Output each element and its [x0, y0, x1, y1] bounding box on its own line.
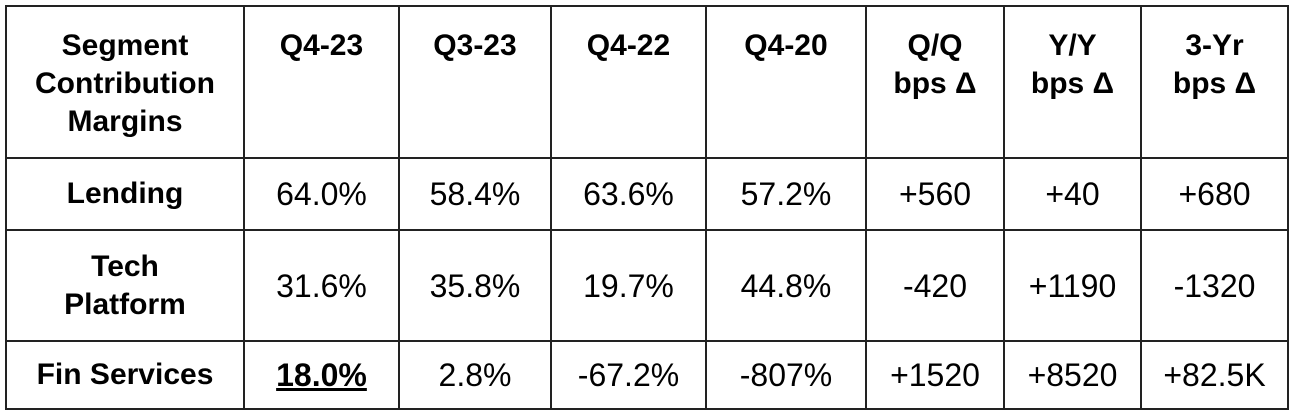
data-cell: 64.0% — [243, 157, 400, 231]
cell-text: +40 — [1045, 176, 1100, 212]
row-label-text: Tech — [91, 249, 159, 283]
table-body: Segment Contribution Margins Q4-23 Q3-23 Q4-2… — [5, 5, 1289, 410]
cell-text: -420 — [902, 267, 968, 304]
data-cell: +1520 — [865, 340, 1005, 410]
cell-text: +1190 — [1028, 267, 1117, 304]
cell-text: +560 — [898, 176, 972, 212]
cell-text: 44.8% — [740, 267, 832, 304]
header-cell: Segment Contribution Margins — [5, 5, 245, 159]
cell-text: 31.6% — [276, 267, 367, 304]
data-cell: +680 — [1140, 157, 1289, 231]
header-cell: Q4-20 — [705, 5, 867, 159]
row-label-text: Lending — [66, 177, 184, 210]
data-cell: 19.7% — [550, 229, 707, 342]
header-row: Segment Contribution Margins Q4-23 Q3-23 Q4-2… — [5, 5, 1289, 159]
data-row: Lending 64.0% 58.4% 63.6% 57.2% +560 +40 +680 — [5, 157, 1289, 231]
cell-text: -67.2% — [577, 357, 680, 393]
data-cell: -67.2% — [550, 340, 707, 410]
data-cell: -420 — [865, 229, 1005, 342]
cell-text: 35.8% — [429, 267, 521, 304]
margins-table: Segment Contribution Margins Q4-23 Q3-23 Q4-2… — [5, 5, 1289, 410]
cell-text: 58.4% — [429, 176, 521, 212]
data-cell: -1320 — [1140, 229, 1289, 342]
header-text: Margins — [67, 105, 183, 138]
data-cell: +82.5K — [1140, 340, 1289, 410]
data-cell: +560 — [865, 157, 1005, 231]
cell-text: 2.8% — [438, 357, 512, 393]
cell-text: 64.0% — [276, 176, 367, 212]
header-cell: Q4-23 — [243, 5, 400, 159]
data-cell: +40 — [1003, 157, 1142, 231]
header-text: Q4-23 — [279, 29, 364, 62]
data-cell: 57.2% — [705, 157, 867, 231]
row-label: Tech Platform — [5, 229, 245, 342]
data-row: Tech Platform 31.6% 35.8% 19.7% 44.8% -420 +119… — [5, 229, 1289, 342]
header-cell: Q/Q bps Δ — [865, 5, 1005, 159]
header-text: 3-Yr — [1185, 29, 1244, 62]
header-text: Q3-23 — [433, 29, 517, 62]
header-text: bps Δ — [1030, 67, 1115, 100]
data-cell: -807% — [705, 340, 867, 410]
data-cell: 44.8% — [705, 229, 867, 342]
data-cell: 18.0% — [243, 340, 400, 410]
data-cell: 2.8% — [398, 340, 552, 410]
cell-text: +8520 — [1027, 357, 1118, 393]
data-cell: +1190 — [1003, 229, 1142, 342]
header-text: bps Δ — [1172, 67, 1257, 100]
header-text: bps Δ — [893, 67, 977, 100]
header-text: Segment — [61, 29, 189, 62]
cell-text: 19.7% — [583, 267, 674, 304]
header-text: Q4-22 — [586, 29, 671, 62]
data-cell: 31.6% — [243, 229, 400, 342]
cell-text: 18.0% — [276, 357, 367, 393]
data-cell: +8520 — [1003, 340, 1142, 410]
cell-text: +82.5K — [1163, 357, 1266, 393]
row-label: Fin Services — [5, 340, 245, 410]
row-label-text: Platform — [64, 287, 186, 321]
data-cell: 35.8% — [398, 229, 552, 342]
cell-text: -1320 — [1173, 267, 1256, 304]
cell-text: -807% — [739, 357, 833, 393]
data-cell: 58.4% — [398, 157, 552, 231]
data-cell: 63.6% — [550, 157, 707, 231]
header-cell: 3-Yr bps Δ — [1140, 5, 1289, 159]
header-cell: Q4-22 — [550, 5, 707, 159]
row-label: Lending — [5, 157, 245, 231]
data-row: Fin Services 18.0% 2.8% -67.2% -807% +1520 +85… — [5, 340, 1289, 410]
header-text: Contribution — [35, 67, 215, 100]
header-cell: Y/Y bps Δ — [1003, 5, 1142, 159]
cell-text: 57.2% — [740, 176, 832, 212]
header-cell: Q3-23 — [398, 5, 552, 159]
header-text: Y/Y — [1048, 29, 1097, 62]
cell-text: +680 — [1178, 176, 1251, 212]
row-label-text: Fin Services — [36, 358, 214, 391]
cell-text: +1520 — [890, 357, 980, 393]
header-text: Q/Q — [907, 29, 963, 62]
cell-text: 63.6% — [583, 176, 674, 212]
header-text: Q4-20 — [744, 29, 828, 62]
